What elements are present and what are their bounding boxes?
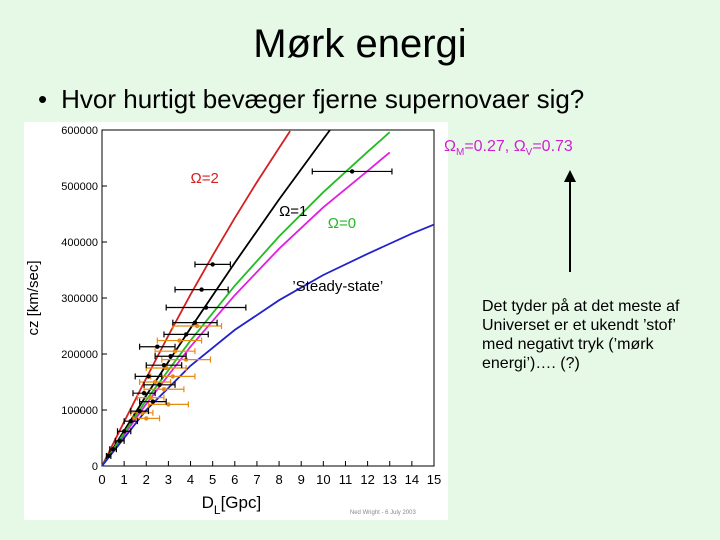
curve-omega0 (101, 131, 391, 467)
orange-point (183, 357, 189, 362)
model-curves (101, 129, 435, 467)
steady-state-label: ’Steady-state’ (292, 277, 384, 295)
y-tick-label: 0 (92, 461, 98, 473)
y-tick-label: 300000 (61, 293, 98, 305)
supernova-points (105, 168, 393, 459)
black-point (137, 408, 142, 414)
x-tick-label: 3 (165, 472, 172, 487)
chart-svg: 0 1 2 3 4 5 6 7 8 9 10 11 12 13 14 15010000020000030000… (25, 125, 441, 517)
black-point (106, 453, 111, 459)
black-point (161, 363, 167, 368)
x-axis-label: DL[Gpc] (202, 493, 262, 517)
curve-omega1 (101, 129, 331, 467)
bullet-question: • Hvor hurtigt bevæger fjerne supernovaer… (38, 84, 584, 115)
omega2-label: Ω=2 (190, 170, 219, 188)
x-tick-label: 12 (360, 472, 374, 487)
x-tick-label: 9 (298, 472, 305, 487)
x-tick-label: 14 (405, 472, 419, 487)
chart-credit: Ned Wright - 6 July 2003 (350, 510, 417, 516)
bullet-marker: • (38, 84, 48, 114)
params-mid: =0.27, Ω (464, 138, 526, 155)
black-point (141, 391, 147, 396)
x-tick-label: 13 (382, 472, 396, 487)
question-text: Hvor hurtigt bevæger fjerne supernovaer … (61, 84, 585, 114)
curve-omega2 (101, 130, 291, 467)
orange-point (166, 402, 171, 407)
orange-point (144, 416, 149, 421)
black-point (121, 429, 127, 434)
omega1-label: Ω=1 (279, 202, 308, 220)
black-point (210, 262, 215, 267)
curve-lambda (101, 151, 391, 467)
x-tick-label: 2 (143, 472, 150, 487)
orange-point (177, 338, 182, 343)
black-point (117, 438, 122, 443)
x-axis-label-unit: [Gpc] (221, 493, 262, 512)
hubble-diagram: 0 1 2 3 4 5 6 7 8 9 10 11 12 13 14 15 0 100000 200000 30000… (24, 122, 448, 520)
y-tick-label: 100000 (61, 405, 98, 417)
black-point (183, 332, 189, 337)
params-prefix: Ω (444, 138, 456, 155)
x-tick-label: 11 (339, 472, 353, 487)
params-suffix: =0.73 (532, 138, 573, 155)
y-tick-label: 600000 (61, 125, 98, 137)
params-sub-m: M (455, 147, 465, 159)
black-point (110, 447, 116, 452)
plot-frame (101, 129, 435, 467)
black-point (155, 344, 160, 349)
black-point (128, 419, 133, 424)
params-sub-v: V (525, 147, 533, 159)
black-point (168, 354, 173, 359)
black-point (199, 287, 204, 292)
x-tick-label: 4 (187, 472, 194, 487)
x-tick-label: 10 (316, 472, 330, 487)
y-tick-label: 200000 (61, 349, 98, 361)
x-tick-label: 1 (121, 472, 128, 487)
orange-point (194, 323, 200, 329)
up-arrow-head (564, 170, 576, 182)
orange-point (148, 395, 153, 400)
black-point (203, 305, 209, 310)
y-tick-label: 500000 (61, 181, 98, 193)
x-tick-label: 8 (275, 472, 282, 487)
x-tick-label: 5 (209, 472, 216, 487)
orange-point (152, 379, 158, 385)
up-arrow (564, 170, 576, 272)
omega0-label: Ω=0 (327, 215, 357, 233)
black-point (157, 382, 162, 387)
orange-point (172, 349, 178, 354)
orange-point (161, 387, 167, 392)
black-point (349, 169, 355, 174)
curve-steady (101, 223, 435, 467)
slide-title: Mørk energi (253, 22, 467, 66)
black-point (150, 399, 156, 404)
orange-point (170, 374, 176, 379)
black-point (146, 374, 151, 379)
x-axis-label-sub: L (214, 503, 221, 517)
lambda-model-label: ΩM=0.27, ΩV=0.73 (444, 138, 573, 158)
x-axis-label-main: D (202, 493, 214, 512)
x-tick-label: 7 (253, 472, 260, 487)
dark-energy-note: Det tyder på at det meste af Universet e… (482, 298, 680, 372)
black-point (192, 320, 198, 325)
x-tick-label: 0 (98, 472, 105, 487)
axes: 0 1 2 3 4 5 6 7 8 9 10 11 12 13 14 15010000020000030000… (61, 125, 441, 487)
y-axis-label: cz [km/sec] (25, 260, 42, 335)
y-tick-label: 400000 (61, 237, 98, 249)
x-tick-label: 6 (231, 472, 238, 487)
x-tick-label: 15 (427, 472, 441, 487)
